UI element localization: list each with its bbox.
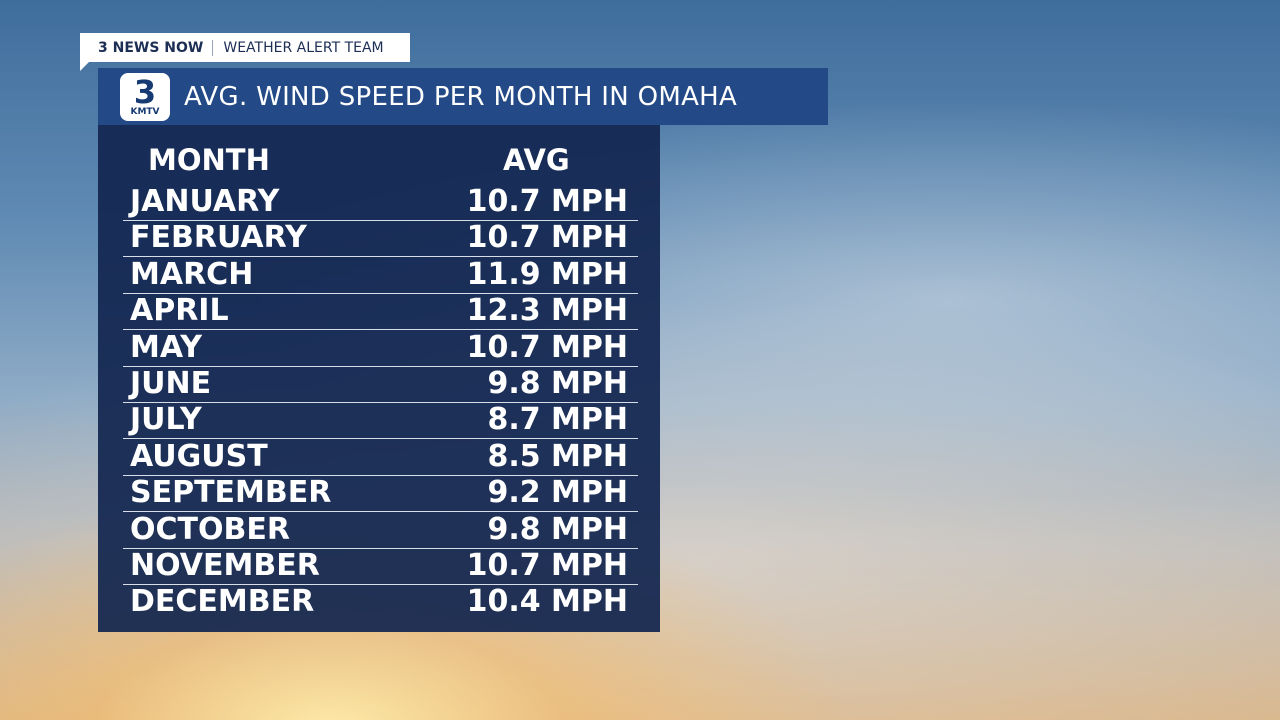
column-header: AVG xyxy=(503,143,570,177)
month-cell: FEBRUARY xyxy=(130,220,307,256)
avg-cell: 10.7 MPH xyxy=(466,184,628,219)
avg-cell: 8.7 MPH xyxy=(487,402,628,438)
month-cell: NOVEMBER xyxy=(130,548,320,583)
avg-cell: 10.7 MPH xyxy=(466,220,628,256)
table-row: APRIL 12.3 MPH xyxy=(123,292,638,331)
month-cell: MARCH xyxy=(130,256,254,292)
title-bar: 3 KMTV AVG. WIND SPEED PER MONTH IN OMAH… xyxy=(98,68,828,125)
logo: 3 KMTV xyxy=(120,72,170,121)
header-tag: 3 NEWS NOW WEATHER ALERT TEAM xyxy=(80,33,410,71)
month-cell: SEPTEMBER xyxy=(130,475,332,511)
table-row: JANUARY 10.7 MPH xyxy=(123,183,638,221)
table-row: JULY 8.7 MPH xyxy=(123,401,638,440)
avg-cell: 10.7 MPH xyxy=(466,548,628,583)
logo-number: 3 xyxy=(133,72,157,111)
month-cell: DECEMBER xyxy=(130,584,315,620)
table-row: NOVEMBER 10.7 MPH xyxy=(123,547,638,585)
avg-cell: 11.9 MPH xyxy=(466,256,628,292)
avg-cell: 8.5 MPH xyxy=(487,438,628,474)
month-cell: JUNE xyxy=(130,366,212,401)
month-cell: MAY xyxy=(130,329,202,365)
month-cell: APRIL xyxy=(130,293,229,329)
avg-cell: 12.3 MPH xyxy=(466,293,628,329)
table-row: MAY 10.7 MPH xyxy=(123,329,638,367)
table-row: SEPTEMBER 9.2 MPH xyxy=(123,474,638,513)
table-row: OCTOBER 9.8 MPH xyxy=(123,511,638,549)
month-cell: AUGUST xyxy=(130,438,268,474)
logo-station: KMTV xyxy=(130,106,160,117)
table-row: DECEMBER 10.4 MPH xyxy=(123,583,638,620)
avg-cell: 10.4 MPH xyxy=(466,584,628,620)
month-cell: OCTOBER xyxy=(130,511,290,547)
avg-cell: 9.8 MPH xyxy=(487,511,628,547)
table: MONTH AVG JANUARY 10.7 MPH FEBRUARY 10.7 MP… xyxy=(98,125,660,632)
table-row: AUGUST 8.5 MPH xyxy=(123,438,638,476)
month-cell: JANUARY xyxy=(130,184,280,219)
avg-cell: 10.7 MPH xyxy=(466,329,628,365)
month-cell: JULY xyxy=(130,402,202,438)
avg-cell: 9.2 MPH xyxy=(487,475,628,511)
brand: 3 NEWS NOW xyxy=(80,39,214,56)
title: AVG. WIND SPEED PER MONTH IN OMAHA xyxy=(184,81,738,112)
column-header: MONTH xyxy=(148,143,270,177)
team: WEATHER ALERT TEAM xyxy=(223,39,384,56)
table-row: FEBRUARY 10.7 MPH xyxy=(123,219,638,258)
table-row: MARCH 11.9 MPH xyxy=(123,256,638,294)
avg-cell: 9.8 MPH xyxy=(487,366,628,401)
table-row: JUNE 9.8 MPH xyxy=(123,365,638,403)
